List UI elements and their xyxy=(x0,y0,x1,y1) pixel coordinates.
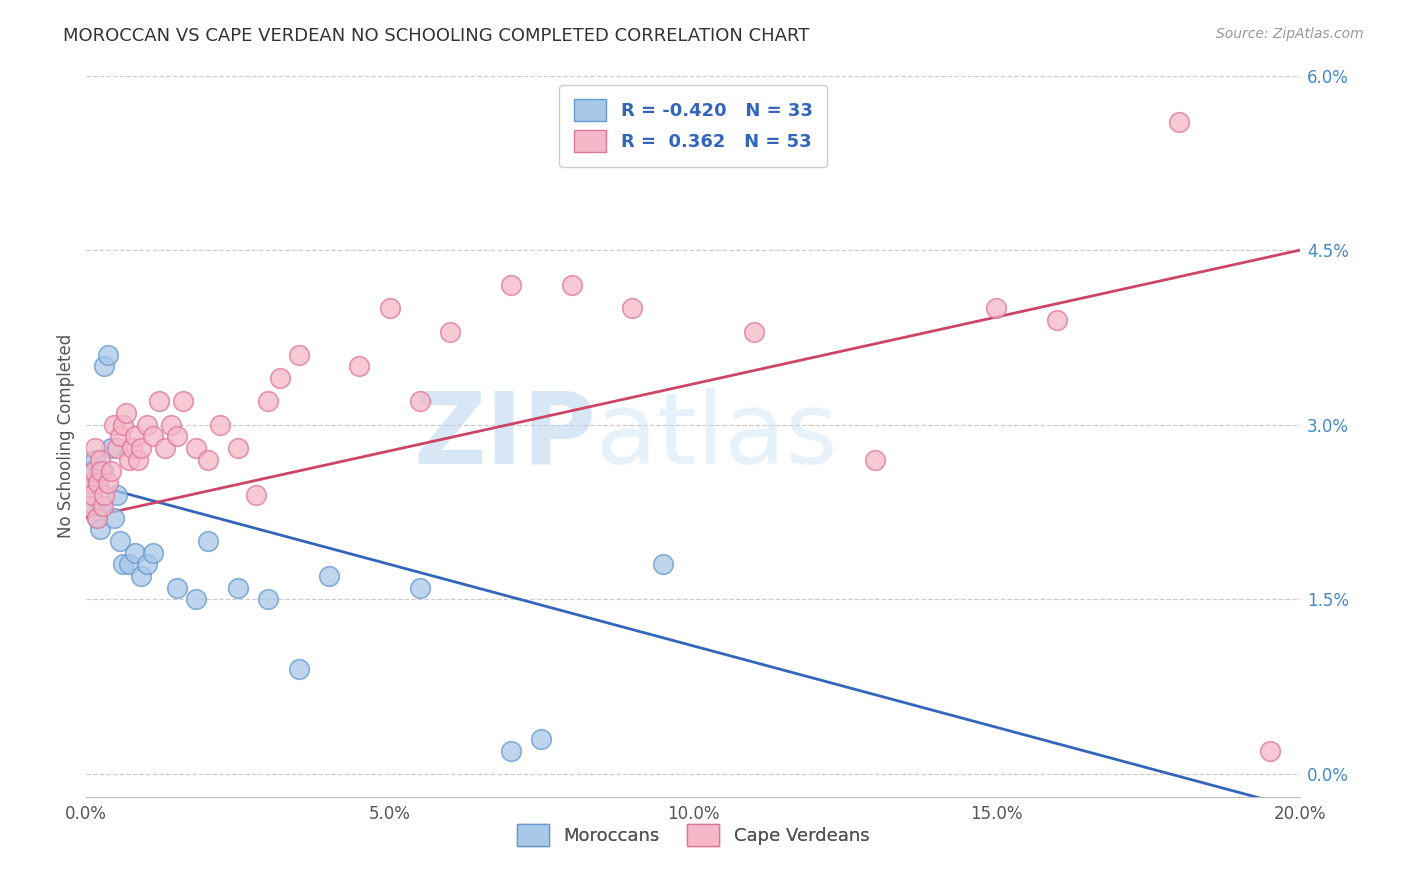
Point xyxy=(100,464,122,478)
Point xyxy=(89,452,111,467)
Point xyxy=(561,278,583,293)
Point xyxy=(90,464,112,478)
Point xyxy=(80,475,103,490)
Point xyxy=(682,92,704,106)
Text: MOROCCAN VS CAPE VERDEAN NO SCHOOLING COMPLETED CORRELATION CHART: MOROCCAN VS CAPE VERDEAN NO SCHOOLING CO… xyxy=(63,27,810,45)
Point xyxy=(245,487,267,501)
Point xyxy=(172,394,194,409)
Point xyxy=(287,662,309,676)
Point xyxy=(208,417,231,432)
Point xyxy=(197,534,219,549)
Point xyxy=(105,441,128,455)
Point xyxy=(82,487,104,501)
Point xyxy=(84,441,107,455)
Point xyxy=(1046,313,1069,327)
Point xyxy=(148,394,170,409)
Point xyxy=(1167,115,1189,129)
Point xyxy=(349,359,371,374)
Point xyxy=(621,301,644,316)
Point xyxy=(87,475,110,490)
Point xyxy=(499,278,522,293)
Point xyxy=(91,464,114,478)
Point xyxy=(651,558,673,572)
Point xyxy=(108,534,131,549)
Point xyxy=(197,452,219,467)
Point xyxy=(111,417,134,432)
Point xyxy=(439,325,461,339)
Point xyxy=(103,511,125,525)
Point xyxy=(84,452,107,467)
Point xyxy=(91,499,114,513)
Point xyxy=(530,731,553,746)
Point xyxy=(103,417,125,432)
Point xyxy=(82,487,104,501)
Point xyxy=(79,475,101,490)
Point xyxy=(863,452,886,467)
Point xyxy=(96,475,118,490)
Point xyxy=(378,301,401,316)
Point xyxy=(184,592,207,607)
Point xyxy=(118,558,141,572)
Point xyxy=(89,523,111,537)
Point xyxy=(257,394,280,409)
Point xyxy=(129,441,152,455)
Point xyxy=(287,348,309,362)
Point xyxy=(124,429,146,443)
Point xyxy=(93,487,115,501)
Point xyxy=(100,441,122,455)
Point xyxy=(111,558,134,572)
Point xyxy=(87,475,110,490)
Point xyxy=(90,499,112,513)
Point xyxy=(318,569,340,583)
Point xyxy=(127,452,149,467)
Text: Source: ZipAtlas.com: Source: ZipAtlas.com xyxy=(1216,27,1364,41)
Point xyxy=(226,581,249,595)
Point xyxy=(136,558,159,572)
Point xyxy=(409,581,432,595)
Point xyxy=(142,546,165,560)
Point xyxy=(83,464,105,478)
Point xyxy=(153,441,176,455)
Legend: Moroccans, Cape Verdeans: Moroccans, Cape Verdeans xyxy=(509,816,877,853)
Point xyxy=(499,743,522,757)
Point xyxy=(160,417,183,432)
Text: ZIP: ZIP xyxy=(413,388,596,485)
Point xyxy=(121,441,143,455)
Point xyxy=(124,546,146,560)
Point xyxy=(409,394,432,409)
Point xyxy=(108,429,131,443)
Point xyxy=(257,592,280,607)
Point xyxy=(83,499,105,513)
Point xyxy=(136,417,159,432)
Point xyxy=(86,511,108,525)
Point xyxy=(269,371,291,385)
Point xyxy=(142,429,165,443)
Point xyxy=(129,569,152,583)
Point xyxy=(166,429,188,443)
Point xyxy=(80,464,103,478)
Point xyxy=(184,441,207,455)
Y-axis label: No Schooling Completed: No Schooling Completed xyxy=(58,334,75,539)
Point xyxy=(226,441,249,455)
Point xyxy=(93,359,115,374)
Point xyxy=(1258,743,1281,757)
Point xyxy=(96,348,118,362)
Point xyxy=(591,103,613,118)
Point xyxy=(166,581,188,595)
Point xyxy=(86,511,108,525)
Point xyxy=(105,487,128,501)
Point xyxy=(79,499,101,513)
Point xyxy=(118,452,141,467)
Text: atlas: atlas xyxy=(596,388,838,485)
Point xyxy=(114,406,136,420)
Point xyxy=(742,325,765,339)
Point xyxy=(986,301,1008,316)
